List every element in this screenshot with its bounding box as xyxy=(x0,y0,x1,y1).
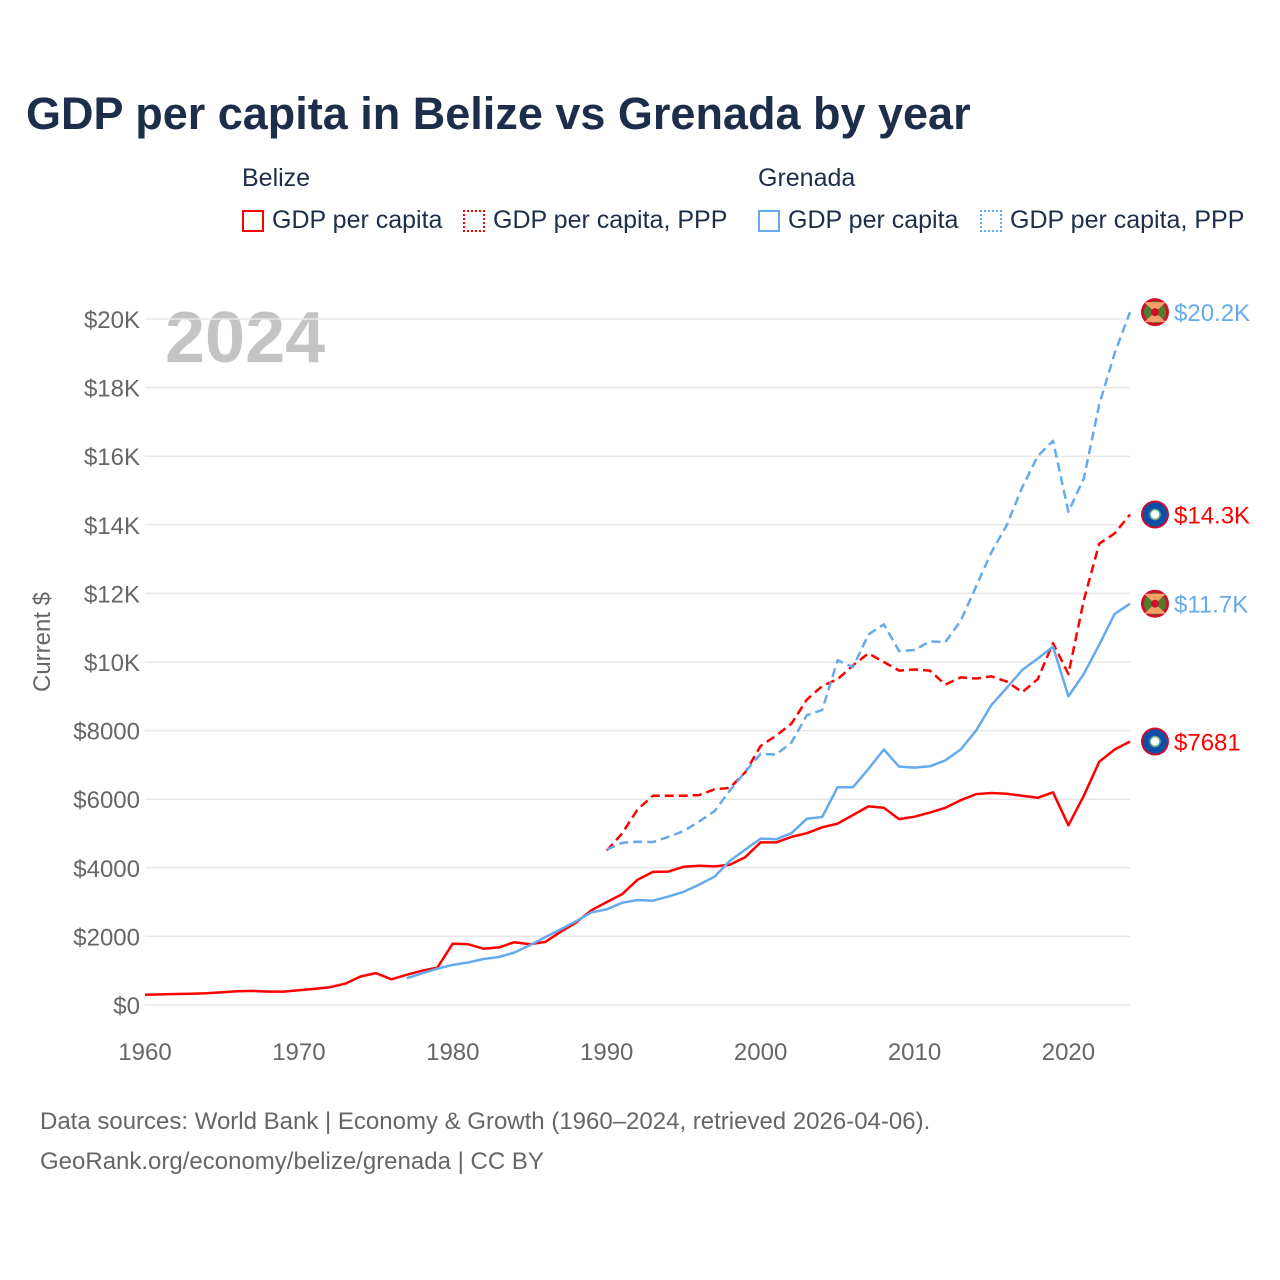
legend-label: GDP per capita xyxy=(272,206,443,234)
y-tick-label: $18K xyxy=(84,376,140,403)
flag-belize-icon xyxy=(1141,727,1169,756)
year-watermark: 2024 xyxy=(165,298,325,378)
flag-emblem xyxy=(1149,735,1161,748)
y-tick-label: $4000 xyxy=(73,856,140,883)
series-line-belize-ppp xyxy=(605,513,1131,852)
x-tick-label: 1970 xyxy=(272,1039,325,1066)
flag-center xyxy=(1151,599,1159,608)
legend-group-belize: Belize xyxy=(242,164,311,192)
series-line-grenada-gdp xyxy=(406,602,1131,980)
footer-credit[interactable]: GeoRank.org/economy/belize/grenada | CC … xyxy=(40,1148,544,1175)
flag-belize-icon xyxy=(1141,500,1169,529)
y-tick-label: $12K xyxy=(84,581,140,608)
y-tick-label: $2000 xyxy=(73,924,140,951)
y-tick-label: $16K xyxy=(84,444,140,471)
x-tick-label: 2000 xyxy=(734,1039,787,1066)
footer-sources: Data sources: World Bank | Economy & Gro… xyxy=(40,1108,931,1135)
x-tick-label: 2020 xyxy=(1042,1039,1095,1066)
y-tick-label: $0 xyxy=(113,993,140,1020)
y-tick-label: $6000 xyxy=(73,787,140,814)
y-tick-label: $8000 xyxy=(73,719,140,746)
x-tick-label: 2010 xyxy=(888,1039,941,1066)
x-tick-label: 1980 xyxy=(426,1039,479,1066)
y-tick-label: $14K xyxy=(84,513,140,540)
legend-swatch-dotted xyxy=(980,209,1002,232)
y-tick-label: $20K xyxy=(84,307,140,334)
legend-label: GDP per capita, PPP xyxy=(1010,206,1245,234)
end-value-label: $11.7K xyxy=(1174,592,1248,619)
end-value-label: $20.2K xyxy=(1174,300,1250,327)
chart-title: GDP per capita in Belize vs Grenada by y… xyxy=(26,88,971,139)
y-tick-label: $10K xyxy=(84,650,140,677)
flag-grenada-icon xyxy=(1141,298,1169,327)
legend-grenada-ppp[interactable]: GDP per capita, PPP xyxy=(980,206,1244,235)
end-value-label: $14.3K xyxy=(1174,503,1250,530)
legend-grenada-gdp[interactable]: GDP per capita xyxy=(758,206,958,235)
legend-belize-ppp[interactable]: GDP per capita, PPP xyxy=(463,206,727,235)
line-chart: 2024 Current $ $0 $2000 $4000 $6000 $8000 $10… xyxy=(29,298,1250,1066)
series-line-grenada-ppp xyxy=(606,311,1132,851)
y-axis-label: Current $ xyxy=(29,592,56,692)
legend-group-grenada: Grenada xyxy=(758,164,856,192)
legend-swatch-solid xyxy=(758,209,780,232)
legend-label: GDP per capita, PPP xyxy=(493,206,728,234)
flag-center xyxy=(1151,308,1159,317)
flag-emblem xyxy=(1149,508,1161,521)
flag-triangles xyxy=(1144,593,1166,614)
legend-swatch-dotted xyxy=(463,209,485,232)
x-tick-label: 1990 xyxy=(580,1039,633,1066)
series-line-belize-gdp xyxy=(144,740,1131,996)
legend-belize-gdp[interactable]: GDP per capita xyxy=(242,206,442,235)
legend-swatch-solid xyxy=(242,209,264,232)
flag-grenada-icon xyxy=(1141,589,1169,618)
x-tick-label: 1960 xyxy=(118,1039,171,1066)
flag-triangles xyxy=(1144,302,1166,323)
legend-label: GDP per capita xyxy=(788,206,959,234)
end-value-label: $7681 xyxy=(1174,730,1241,757)
